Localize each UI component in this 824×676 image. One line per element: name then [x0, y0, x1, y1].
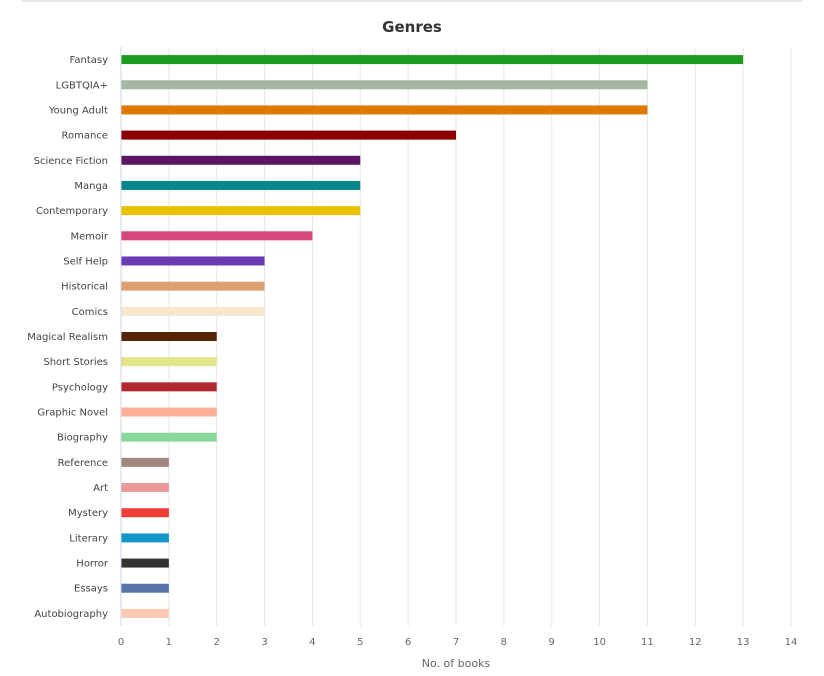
x-tick-label: 9	[549, 637, 555, 648]
bar-literary[interactable]	[121, 533, 169, 543]
bar-memoir[interactable]	[121, 231, 313, 241]
x-tick-label: 12	[689, 637, 702, 648]
category-label: Manga	[74, 181, 108, 192]
category-label: Comics	[72, 307, 108, 318]
x-tick-label: 13	[737, 637, 750, 648]
x-tick-label: 1	[166, 637, 172, 648]
category-label: Literary	[69, 533, 108, 544]
category-label: Romance	[62, 131, 108, 142]
chart-title: Genres	[382, 18, 442, 36]
bar-magical-realism[interactable]	[121, 332, 217, 341]
bar-historical[interactable]	[121, 281, 265, 291]
category-label: Reference	[58, 458, 108, 469]
x-tick-label: 6	[405, 637, 411, 648]
x-tick-label: 8	[501, 637, 507, 648]
bar-romance[interactable]	[121, 130, 456, 140]
category-label: Psychology	[52, 382, 108, 393]
category-label: Young Adult	[48, 105, 108, 116]
category-label: Horror	[76, 559, 109, 570]
bar-comics[interactable]	[121, 306, 265, 316]
category-label: Historical	[61, 282, 108, 293]
category-label: Contemporary	[36, 206, 108, 217]
x-tick-label: 14	[785, 637, 798, 648]
bar-lgbtqia[interactable]	[121, 80, 648, 90]
x-tick-label: 11	[641, 637, 654, 648]
bar-horror[interactable]	[121, 558, 169, 568]
x-tick-label: 5	[357, 637, 363, 648]
category-labels: Fantasy LGBTQIA+ Young Adult Romance Science…	[27, 55, 109, 620]
category-label: Magical Realism	[27, 332, 108, 343]
category-label: LGBTQIA+	[56, 80, 108, 91]
category-label: Art	[93, 483, 108, 494]
category-label: Self Help	[63, 256, 108, 267]
bar-autobiography[interactable]	[121, 608, 169, 618]
grid-lines	[168, 47, 792, 626]
bar-science-fiction[interactable]	[121, 155, 361, 165]
bar-essays[interactable]	[121, 583, 169, 593]
x-axis-title: No. of books	[422, 657, 491, 670]
category-label: Fantasy	[70, 55, 109, 66]
bar-mystery[interactable]	[121, 508, 169, 518]
bar-reference[interactable]	[121, 457, 169, 467]
bar-short-stories[interactable]	[121, 357, 217, 367]
bar-art[interactable]	[121, 483, 169, 493]
x-tick-label: 7	[453, 637, 459, 648]
bar-fantasy[interactable]	[121, 55, 744, 65]
x-tick-label: 4	[309, 637, 315, 648]
category-label: Mystery	[68, 508, 108, 519]
bars-group	[121, 55, 744, 618]
category-label: Autobiography	[34, 609, 108, 620]
category-label: Short Stories	[43, 357, 108, 368]
x-tick-label: 3	[261, 637, 267, 648]
bar-young-adult[interactable]	[121, 105, 648, 115]
bar-graphic-novel[interactable]	[121, 407, 217, 417]
category-label: Essays	[74, 584, 108, 595]
x-tick-labels: 0 1 2 3 4 5 6 7 8 9 10 11 12 13 14	[118, 637, 798, 648]
top-divider	[22, 0, 802, 2]
category-label: Graphic Novel	[37, 408, 108, 419]
bar-biography[interactable]	[121, 432, 217, 442]
category-label: Memoir	[70, 231, 108, 242]
bar-self-help[interactable]	[121, 256, 265, 266]
x-tick-label: 0	[118, 637, 124, 648]
bar-psychology[interactable]	[121, 382, 217, 392]
category-label: Biography	[57, 433, 108, 444]
x-tick-label: 10	[593, 637, 606, 648]
bar-manga[interactable]	[121, 180, 361, 190]
x-tick-label: 2	[214, 637, 220, 648]
category-label: Science Fiction	[34, 156, 108, 167]
bar-contemporary[interactable]	[121, 206, 361, 216]
